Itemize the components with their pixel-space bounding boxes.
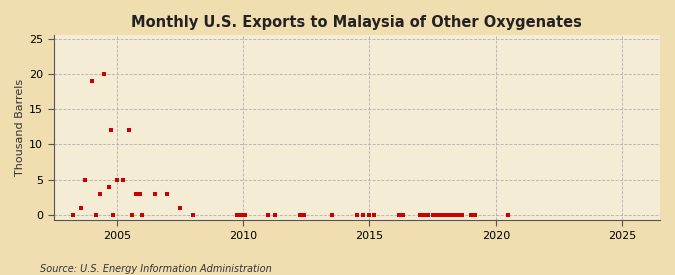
Point [124, 128, 135, 133]
Point [240, 213, 250, 217]
Point [111, 177, 122, 182]
Point [232, 213, 242, 217]
Point [427, 213, 438, 217]
Point [442, 213, 453, 217]
Y-axis label: Thousand Barrels: Thousand Barrels [15, 79, 25, 176]
Title: Monthly U.S. Exports to Malaysia of Other Oxygenates: Monthly U.S. Exports to Malaysia of Othe… [132, 15, 583, 30]
Point [446, 213, 457, 217]
Point [99, 72, 109, 76]
Point [431, 213, 442, 217]
Point [294, 213, 305, 217]
Point [326, 213, 337, 217]
Point [450, 213, 461, 217]
Point [76, 205, 86, 210]
Point [107, 213, 118, 217]
Point [435, 213, 446, 217]
Point [68, 213, 78, 217]
Point [103, 184, 114, 189]
Point [135, 191, 146, 196]
Point [469, 213, 480, 217]
Point [269, 213, 280, 217]
Point [236, 213, 246, 217]
Text: Source: U.S. Energy Information Administration: Source: U.S. Energy Information Administ… [40, 264, 272, 274]
Point [130, 191, 141, 196]
Point [414, 213, 425, 217]
Point [238, 213, 248, 217]
Point [440, 213, 451, 217]
Point [137, 213, 148, 217]
Point [419, 213, 430, 217]
Point [117, 177, 128, 182]
Point [263, 213, 274, 217]
Point [457, 213, 468, 217]
Point [398, 213, 408, 217]
Point [503, 213, 514, 217]
Point [80, 177, 90, 182]
Point [358, 213, 369, 217]
Point [95, 191, 105, 196]
Point [299, 213, 310, 217]
Point [86, 79, 97, 83]
Point [187, 213, 198, 217]
Point [149, 191, 160, 196]
Point [448, 213, 459, 217]
Point [90, 213, 101, 217]
Point [126, 213, 137, 217]
Point [454, 213, 465, 217]
Point [364, 213, 375, 217]
Point [369, 213, 379, 217]
Point [162, 191, 173, 196]
Point [394, 213, 404, 217]
Point [352, 213, 362, 217]
Point [465, 213, 476, 217]
Point [444, 213, 455, 217]
Point [175, 205, 186, 210]
Point [423, 213, 434, 217]
Point [234, 213, 244, 217]
Point [105, 128, 116, 133]
Point [452, 213, 463, 217]
